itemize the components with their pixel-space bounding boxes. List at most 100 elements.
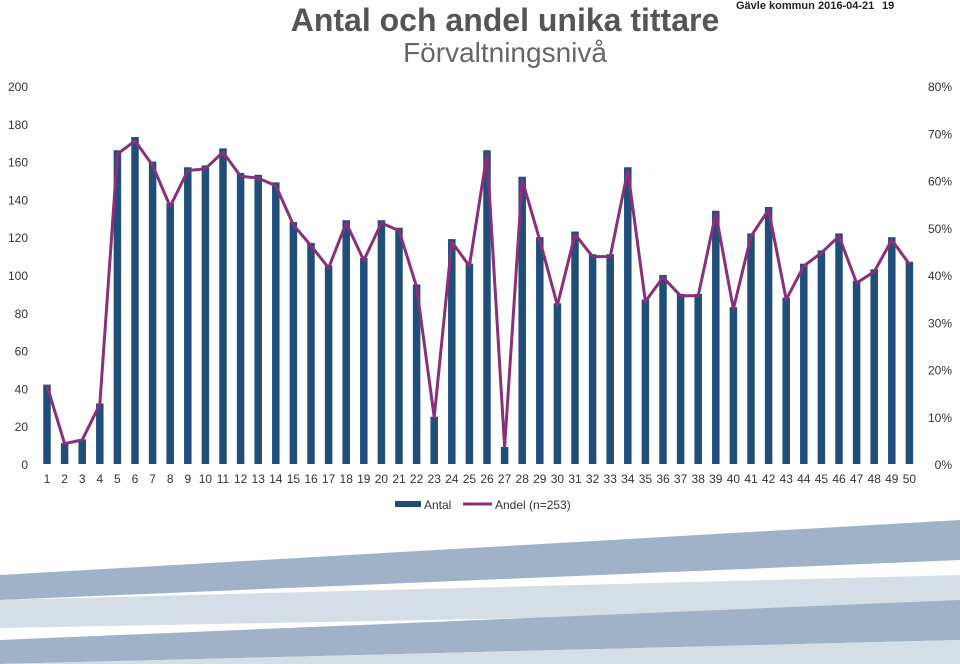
- y-tick-label: 180: [8, 118, 28, 132]
- y-tick-label: 160: [8, 156, 28, 170]
- y-tick-label: 20: [15, 420, 29, 434]
- x-axis-ticks: 1 2 3 4 5 6 7 8 9 10 11 12 13 14 15 16 17 18 19 20 21 22 23 24 2…: [44, 472, 917, 486]
- bar: [712, 210, 720, 464]
- bar: [201, 165, 210, 464]
- bar: [553, 303, 562, 464]
- x-tick-label: 47: [850, 472, 864, 486]
- bar: [624, 167, 632, 464]
- x-tick-label: 11: [217, 472, 230, 486]
- bar: [588, 254, 597, 464]
- bar: [395, 227, 403, 464]
- x-tick-label: 2: [61, 472, 68, 486]
- legend-label-antal: Antal: [424, 498, 451, 512]
- x-tick-label: 39: [709, 472, 723, 486]
- bar: [166, 203, 174, 464]
- bar: [905, 261, 914, 464]
- band-shape: [0, 640, 960, 664]
- bar: [43, 384, 51, 464]
- x-tick-label: 8: [167, 472, 174, 486]
- bar: [236, 172, 245, 464]
- y-tick-label: 120: [8, 231, 28, 245]
- bar: [272, 182, 280, 464]
- page-number: 19: [882, 0, 895, 12]
- x-tick-label: 43: [780, 472, 794, 486]
- bar: [852, 280, 861, 464]
- bar: [412, 284, 421, 464]
- y-tick-label: 0: [21, 458, 28, 472]
- x-tick-label: 20: [375, 472, 389, 486]
- bar: [870, 269, 878, 464]
- x-tick-label: 9: [184, 472, 191, 486]
- bar-series-antal: [43, 137, 914, 464]
- y-tick-label: 60: [15, 345, 29, 359]
- legend-swatch-antal: [395, 501, 421, 507]
- x-tick-label: 30: [551, 472, 565, 486]
- left-axis-ticks: 0 20 40 60 80 100 120 140 160 180 200: [8, 80, 28, 472]
- bar: [518, 176, 526, 464]
- bar: [448, 239, 456, 464]
- y-tick-label: 40: [15, 382, 29, 396]
- x-tick-label: 10: [199, 472, 213, 486]
- legend: Antal Andel (n=253): [395, 498, 571, 512]
- bar: [96, 403, 104, 464]
- y2-tick-label: 80%: [928, 80, 952, 94]
- x-tick-label: 5: [114, 472, 121, 486]
- band-shape: [0, 575, 960, 628]
- x-tick-label: 50: [903, 472, 917, 486]
- x-tick-label: 28: [516, 472, 530, 486]
- x-tick-label: 3: [79, 472, 86, 486]
- x-tick-label: 25: [463, 472, 477, 486]
- x-tick-label: 13: [252, 472, 266, 486]
- y-tick-label: 80: [15, 307, 29, 321]
- x-tick-label: 46: [832, 472, 846, 486]
- bar: [430, 416, 438, 464]
- bar: [360, 257, 368, 464]
- bar: [219, 148, 227, 464]
- x-tick-label: 31: [568, 472, 582, 486]
- y2-tick-label: 50%: [928, 222, 952, 236]
- x-tick-label: 45: [815, 472, 829, 486]
- x-tick-label: 42: [762, 472, 776, 486]
- x-tick-label: 49: [885, 472, 899, 486]
- x-tick-label: 32: [586, 472, 600, 486]
- bar: [307, 242, 315, 464]
- x-tick-label: 21: [392, 472, 406, 486]
- y2-tick-label: 60%: [928, 175, 952, 189]
- x-tick-label: 1: [44, 472, 51, 486]
- y2-tick-label: 30%: [928, 316, 952, 330]
- x-tick-label: 7: [149, 472, 156, 486]
- x-tick-label: 15: [287, 472, 301, 486]
- bar: [764, 206, 773, 464]
- bar: [888, 237, 896, 464]
- x-tick-label: 40: [727, 472, 741, 486]
- band-shape: [0, 520, 960, 600]
- line-path: [45, 139, 911, 449]
- bar: [536, 237, 544, 464]
- bar: [324, 265, 333, 464]
- decorative-bands: [0, 520, 960, 664]
- line-series-andel: [45, 139, 911, 449]
- bar: [606, 254, 614, 464]
- x-tick-label: 44: [797, 472, 811, 486]
- bar: [60, 443, 69, 464]
- bar: [800, 263, 808, 464]
- chart-subtitle: Förvaltningsnivå: [403, 37, 607, 68]
- bar: [817, 250, 826, 464]
- x-tick-label: 33: [604, 472, 618, 486]
- y2-tick-label: 70%: [928, 127, 952, 141]
- x-tick-label: 26: [480, 472, 494, 486]
- chart-title: Antal och andel unika tittare: [290, 2, 720, 38]
- x-tick-label: 18: [340, 472, 354, 486]
- bar: [289, 222, 298, 464]
- y-tick-label: 140: [8, 193, 28, 207]
- bar: [131, 137, 139, 464]
- x-tick-label: 37: [674, 472, 688, 486]
- x-tick-label: 38: [692, 472, 706, 486]
- y2-tick-label: 20%: [928, 364, 952, 378]
- y2-tick-label: 40%: [928, 269, 952, 283]
- bar: [184, 167, 192, 464]
- bar: [747, 233, 755, 464]
- x-tick-label: 12: [234, 472, 248, 486]
- x-tick-label: 14: [269, 472, 283, 486]
